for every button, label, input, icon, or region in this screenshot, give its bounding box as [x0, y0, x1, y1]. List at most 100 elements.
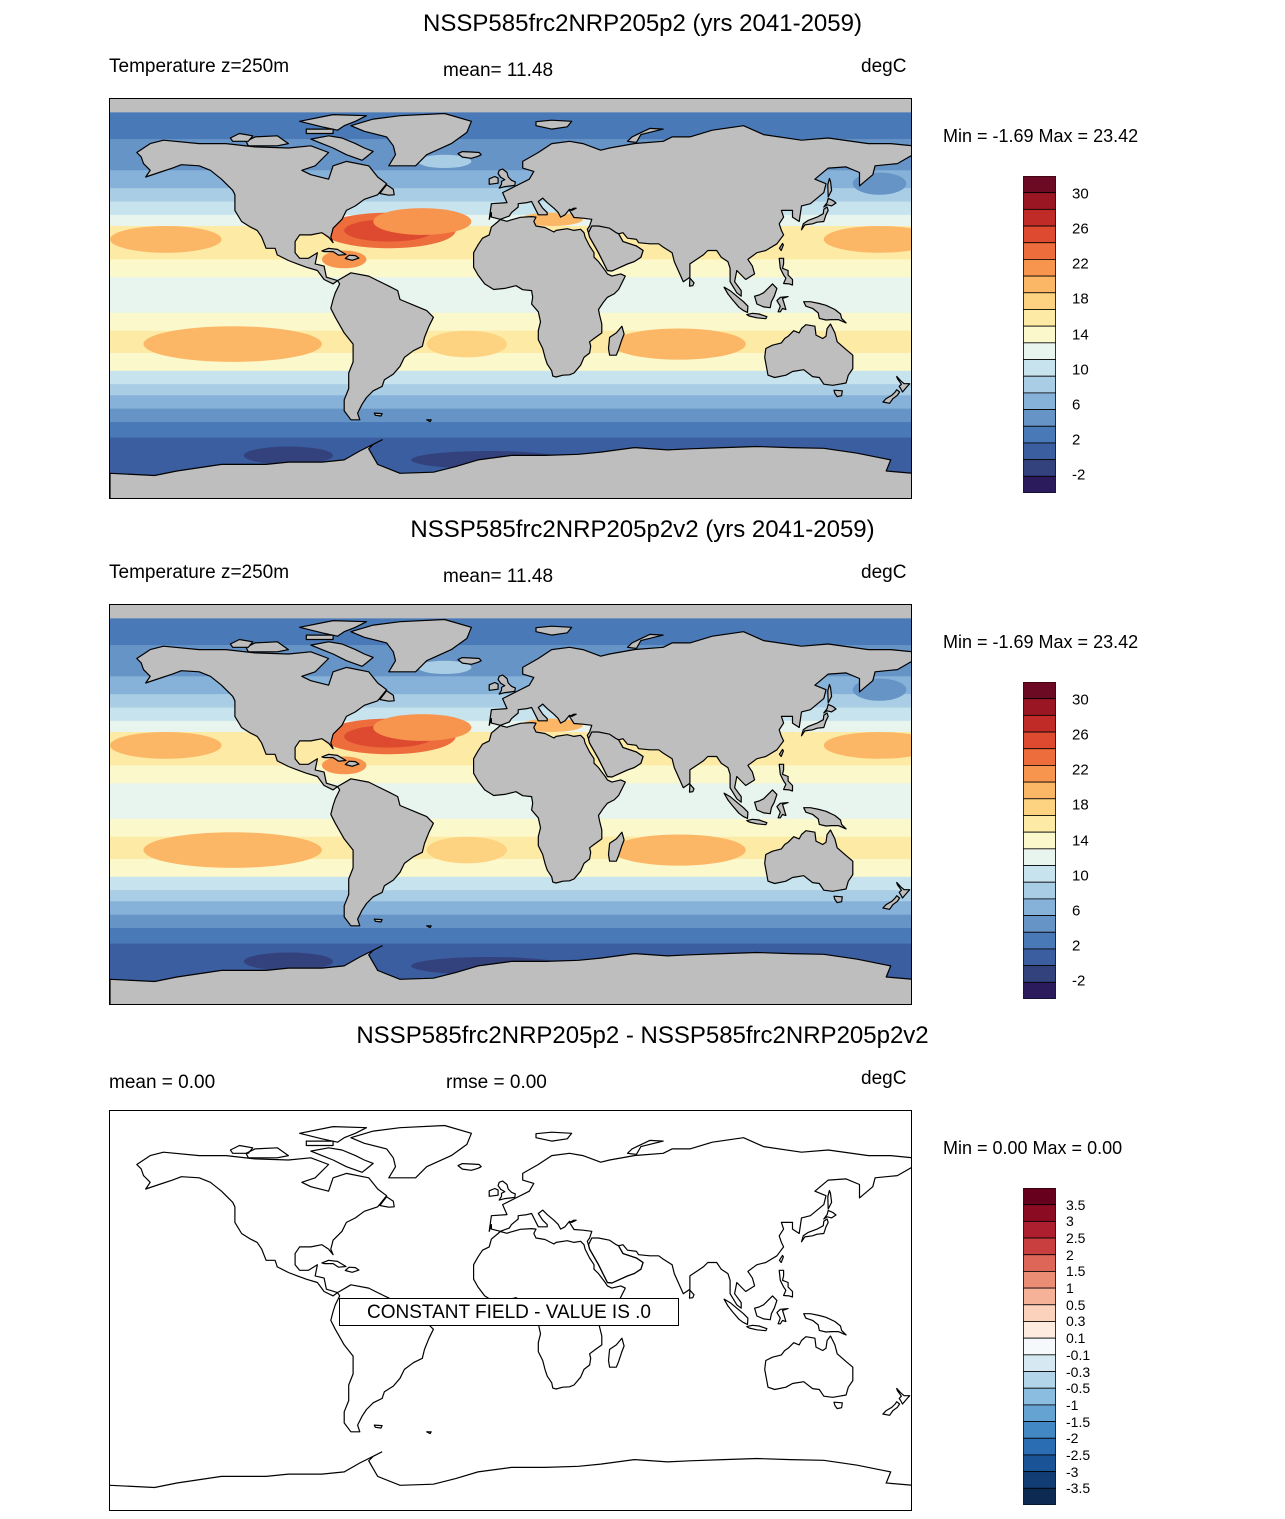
land-sulawesi	[776, 802, 789, 819]
ocean-temperature-pool	[143, 832, 322, 868]
colorbar-tick-label: 3	[1066, 1213, 1074, 1230]
panel2-units-label: degC	[861, 562, 907, 583]
land-hokkaido	[823, 703, 837, 714]
ocean-temperature-pool	[611, 328, 746, 360]
colorbar-swatch	[1023, 1271, 1056, 1289]
land-ireland	[488, 681, 499, 691]
colorbar-swatch	[1023, 342, 1056, 360]
colorbar-swatch	[1023, 392, 1056, 410]
colorbar-swatch	[1023, 682, 1056, 700]
colorbar-tick-label: -2	[1072, 466, 1086, 484]
colorbar-tick-label: 6	[1072, 902, 1081, 920]
panel2-colorbar	[1023, 682, 1056, 999]
coastline-greenland	[350, 1124, 472, 1179]
coastline-sriLanka	[688, 1289, 695, 1299]
land-baffin	[310, 641, 374, 667]
colorbar-swatch	[1023, 948, 1056, 967]
colorbar-swatch	[1023, 915, 1056, 933]
colorbar-tick-label: 18	[1072, 290, 1089, 308]
ocean-temperature-pool	[520, 212, 583, 226]
land-sumatra	[723, 286, 749, 313]
land-novaya	[626, 127, 664, 143]
land-mask-arctic	[110, 99, 911, 113]
coastline-madagascar	[607, 1337, 625, 1368]
land-svalbard	[535, 119, 573, 130]
colorbar-tick-label: 2.5	[1066, 1230, 1086, 1247]
colorbar-swatch	[1023, 1454, 1056, 1473]
panel3-minmax: Min = 0.00 Max = 0.00	[943, 1138, 1123, 1158]
land-newGuinea	[803, 807, 847, 830]
land-tasmania	[833, 389, 843, 398]
colorbar-swatch	[1023, 1487, 1056, 1505]
panel1-map	[109, 98, 912, 499]
land-java	[746, 312, 768, 320]
ocean-band	[110, 901, 911, 916]
colorbar-swatch	[1023, 1220, 1056, 1239]
ocean-temperature-pool	[426, 836, 508, 864]
panel1-units-label: degC	[861, 56, 907, 77]
colorbar-swatch	[1023, 1188, 1056, 1206]
colorbar-tick-label: 1.5	[1066, 1263, 1086, 1280]
colorbar-swatch	[1023, 409, 1056, 427]
colorbar-swatch	[1023, 1437, 1056, 1456]
colorbar-swatch	[1023, 965, 1056, 983]
land-sumatra	[723, 792, 749, 819]
coastline-sulawesi	[776, 1308, 789, 1325]
colorbar-tick-label: 10	[1072, 361, 1089, 379]
colorbar-swatch	[1023, 714, 1056, 733]
ocean-temperature-pool	[611, 834, 746, 866]
colorbar-swatch	[1023, 1371, 1056, 1389]
coastline-banks	[229, 1144, 254, 1154]
land-britain	[497, 674, 516, 695]
land-philippines	[778, 763, 794, 792]
colorbar-tick-label: 14	[1072, 326, 1089, 343]
ocean-band	[110, 370, 911, 385]
land-australia	[764, 829, 854, 892]
panel2-mean-label: mean= 11.48	[443, 566, 554, 587]
panel3-difference-map	[110, 1124, 911, 1489]
colorbar-swatch	[1023, 881, 1056, 900]
colorbar-swatch	[1023, 459, 1056, 477]
panel3-colorbar-swatches	[1023, 1188, 1056, 1505]
coastline-northAmerica	[136, 1151, 388, 1297]
panel3-mean-label: mean = 0.00	[109, 1072, 216, 1093]
coastline-ellesmere	[299, 1126, 368, 1143]
colorbar-tick-label: 30	[1072, 185, 1089, 203]
coastline-baffin	[310, 1147, 374, 1173]
colorbar-tick-label: 0.1	[1066, 1330, 1086, 1347]
land-iceland	[457, 657, 482, 665]
colorbar-swatch	[1023, 1404, 1056, 1422]
coastline-nzSouth	[882, 1401, 901, 1416]
land-cuba	[321, 753, 347, 762]
colorbar-tick-label: 0.5	[1066, 1296, 1086, 1313]
ocean-temperature-pool	[110, 225, 222, 253]
land-banks	[229, 132, 254, 142]
colorbar-swatch	[1023, 781, 1056, 800]
land-africa	[473, 722, 626, 884]
ocean-band	[110, 801, 911, 820]
coastline-arabia	[587, 1237, 644, 1284]
panel3-units-label: degC	[861, 1068, 907, 1089]
land-japan	[800, 712, 829, 737]
panel1-minmax: Min = -1.69 Max = 23.42	[943, 126, 1139, 146]
ocean-band	[110, 408, 911, 423]
land-tasmania	[833, 895, 843, 904]
coastline-iceland	[457, 1163, 482, 1171]
coastline-japan	[800, 1218, 829, 1243]
ocean-band	[110, 914, 911, 929]
land-java	[746, 818, 768, 826]
land-arabia	[587, 225, 644, 272]
land-newGuinea	[803, 301, 847, 324]
panel3-colorbar	[1023, 1188, 1056, 1505]
land-banks	[229, 638, 254, 648]
land-southAmerica	[330, 778, 434, 927]
colorbar-tick-label: 2	[1072, 431, 1081, 449]
colorbar-tick-label: -3	[1066, 1463, 1079, 1480]
colorbar-tick-label: 10	[1072, 867, 1089, 885]
colorbar-swatch	[1023, 1387, 1056, 1406]
colorbar-tick-label: 22	[1072, 761, 1089, 779]
colorbar-tick-label: 18	[1072, 796, 1089, 814]
colorbar-tick-label: 26	[1072, 726, 1089, 744]
panel2-title: NSSP585frc2NRP205p2v2 (yrs 2041-2059)	[410, 516, 875, 543]
colorbar-swatch	[1023, 208, 1056, 227]
